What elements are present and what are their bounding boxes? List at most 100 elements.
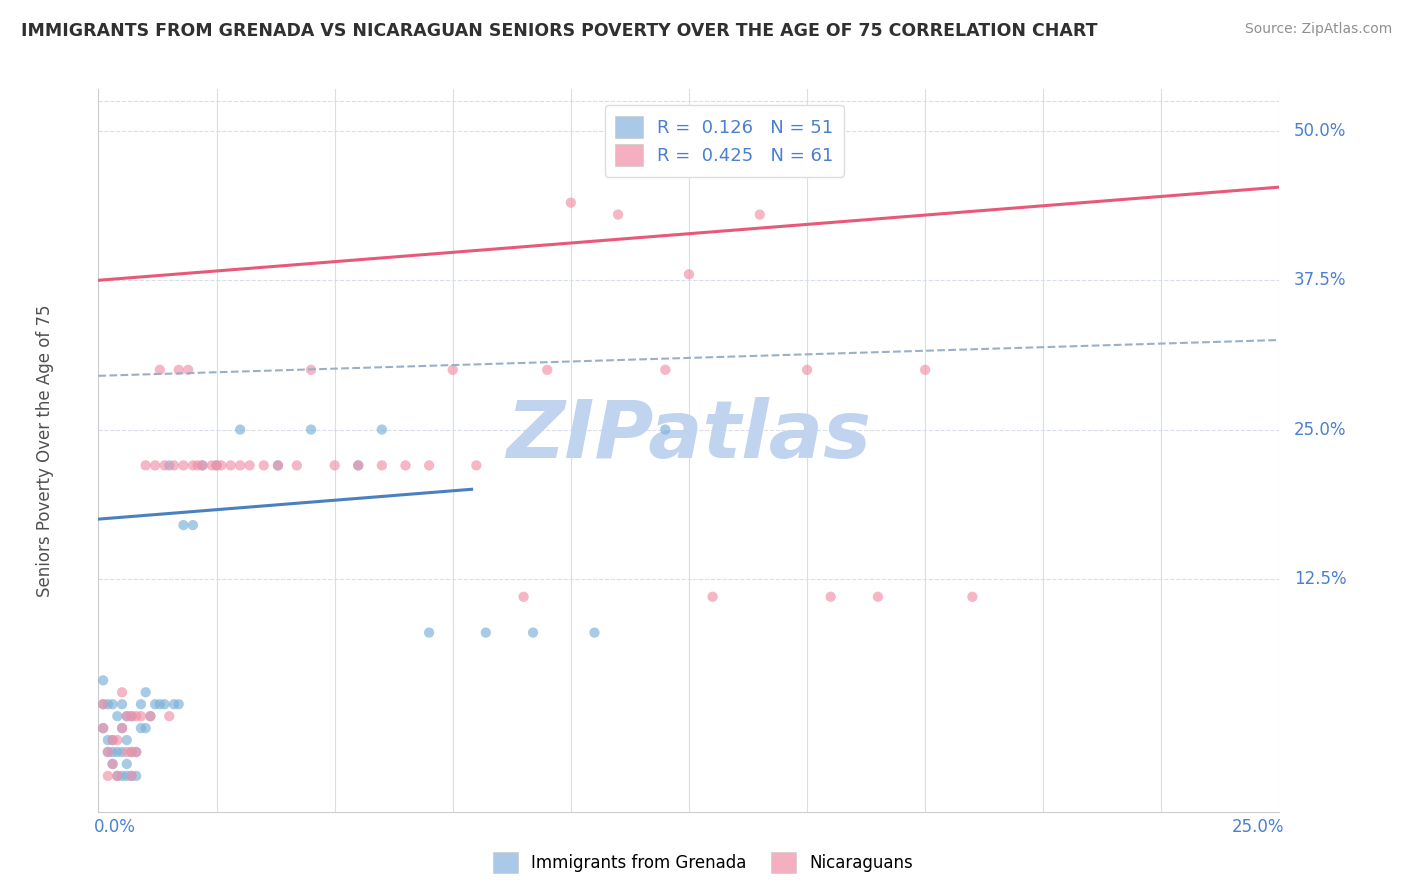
Point [115, 769, 138, 783]
Point [172, 458, 194, 473]
Point [914, 363, 936, 377]
Point [465, 458, 488, 473]
Point [866, 590, 889, 604]
Point [101, 733, 124, 747]
Point [121, 745, 143, 759]
Point [125, 769, 148, 783]
Legend: R =  0.126   N = 51, R =  0.425   N = 61: R = 0.126 N = 51, R = 0.425 N = 61 [605, 105, 844, 177]
Point [475, 625, 498, 640]
Point [962, 590, 984, 604]
Point [125, 745, 148, 759]
Point [115, 756, 138, 771]
Point [181, 458, 204, 473]
Point [201, 458, 224, 473]
Point [267, 458, 290, 473]
Point [139, 709, 162, 723]
Point [219, 458, 242, 473]
Point [111, 721, 134, 735]
Point [121, 709, 143, 723]
Point [418, 458, 440, 473]
Point [105, 709, 128, 723]
Point [181, 518, 204, 533]
Point [229, 423, 252, 437]
Point [153, 698, 176, 712]
Point [105, 745, 128, 759]
Point [299, 423, 322, 437]
Point [135, 721, 157, 735]
Point [105, 769, 128, 783]
Point [129, 721, 152, 735]
Point [91, 698, 114, 712]
Point [101, 745, 124, 759]
Point [135, 458, 157, 473]
Point [371, 423, 394, 437]
Point [121, 769, 143, 783]
Point [125, 709, 148, 723]
Point [536, 363, 558, 377]
Point [139, 709, 162, 723]
Point [101, 756, 124, 771]
Point [163, 698, 186, 712]
Point [91, 698, 114, 712]
Point [678, 268, 700, 282]
Point [91, 721, 114, 735]
Point [299, 363, 322, 377]
Point [239, 458, 262, 473]
Point [209, 458, 232, 473]
Point [820, 590, 842, 604]
Point [115, 745, 138, 759]
Point [267, 458, 290, 473]
Point [143, 458, 166, 473]
Point [121, 709, 143, 723]
Text: Source: ZipAtlas.com: Source: ZipAtlas.com [1244, 22, 1392, 37]
Point [191, 458, 214, 473]
Point [97, 698, 120, 712]
Point [111, 721, 134, 735]
Point [101, 756, 124, 771]
Point [323, 458, 346, 473]
Point [111, 769, 134, 783]
Point [153, 458, 176, 473]
Text: IMMIGRANTS FROM GRENADA VS NICARAGUAN SENIORS POVERTY OVER THE AGE OF 75 CORRELA: IMMIGRANTS FROM GRENADA VS NICARAGUAN SE… [21, 22, 1098, 40]
Point [285, 458, 308, 473]
Point [522, 625, 544, 640]
Point [560, 195, 582, 210]
Point [191, 458, 214, 473]
Point [111, 698, 134, 712]
Point [129, 709, 152, 723]
Point [121, 769, 143, 783]
Point [121, 745, 143, 759]
Point [115, 709, 138, 723]
Point [105, 733, 128, 747]
Text: Seniors Poverty Over the Age of 75: Seniors Poverty Over the Age of 75 [37, 304, 55, 597]
Point [149, 698, 172, 712]
Point [101, 733, 124, 747]
Point [205, 458, 228, 473]
Point [702, 590, 724, 604]
Point [157, 458, 180, 473]
Point [149, 363, 172, 377]
Text: 0.0%: 0.0% [94, 818, 135, 836]
Point [205, 458, 228, 473]
Point [97, 769, 120, 783]
Point [512, 590, 534, 604]
Point [441, 363, 464, 377]
Point [347, 458, 370, 473]
Point [91, 673, 114, 688]
Text: 25.0%: 25.0% [1232, 818, 1284, 836]
Point [177, 363, 200, 377]
Text: 12.5%: 12.5% [1294, 570, 1347, 588]
Point [129, 698, 152, 712]
Point [135, 685, 157, 699]
Point [371, 458, 394, 473]
Point [654, 363, 676, 377]
Point [163, 458, 186, 473]
Point [167, 363, 190, 377]
Point [748, 208, 770, 222]
Point [115, 733, 138, 747]
Point [111, 745, 134, 759]
Point [347, 458, 370, 473]
Point [97, 745, 120, 759]
Text: 50.0%: 50.0% [1294, 122, 1346, 140]
Point [796, 363, 818, 377]
